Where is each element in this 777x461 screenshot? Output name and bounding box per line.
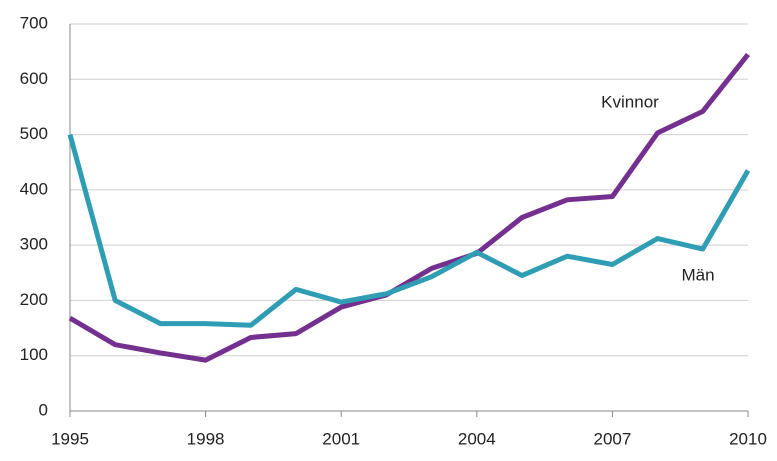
x-tick-label: 1995 [51,429,89,448]
series-label: Män [681,265,714,284]
y-tick-label: 600 [20,69,48,88]
series-line [67,133,751,328]
y-tick-label: 100 [20,345,48,364]
x-tick-label: 1998 [187,429,225,448]
x-tick-label: 2007 [593,429,631,448]
x-tick-label: 2004 [458,429,496,448]
y-tick-label: 0 [39,400,48,419]
y-tick-label: 500 [20,124,48,143]
y-tick-label: 200 [20,290,48,309]
series-label: Kvinnor [601,92,659,111]
y-tick-label: 300 [20,235,48,254]
y-tick-label: 700 [20,13,48,32]
y-tick-label: 400 [20,179,48,198]
series-line [68,52,750,363]
x-tick-label: 2001 [322,429,360,448]
x-tick-label: 2010 [729,429,767,448]
